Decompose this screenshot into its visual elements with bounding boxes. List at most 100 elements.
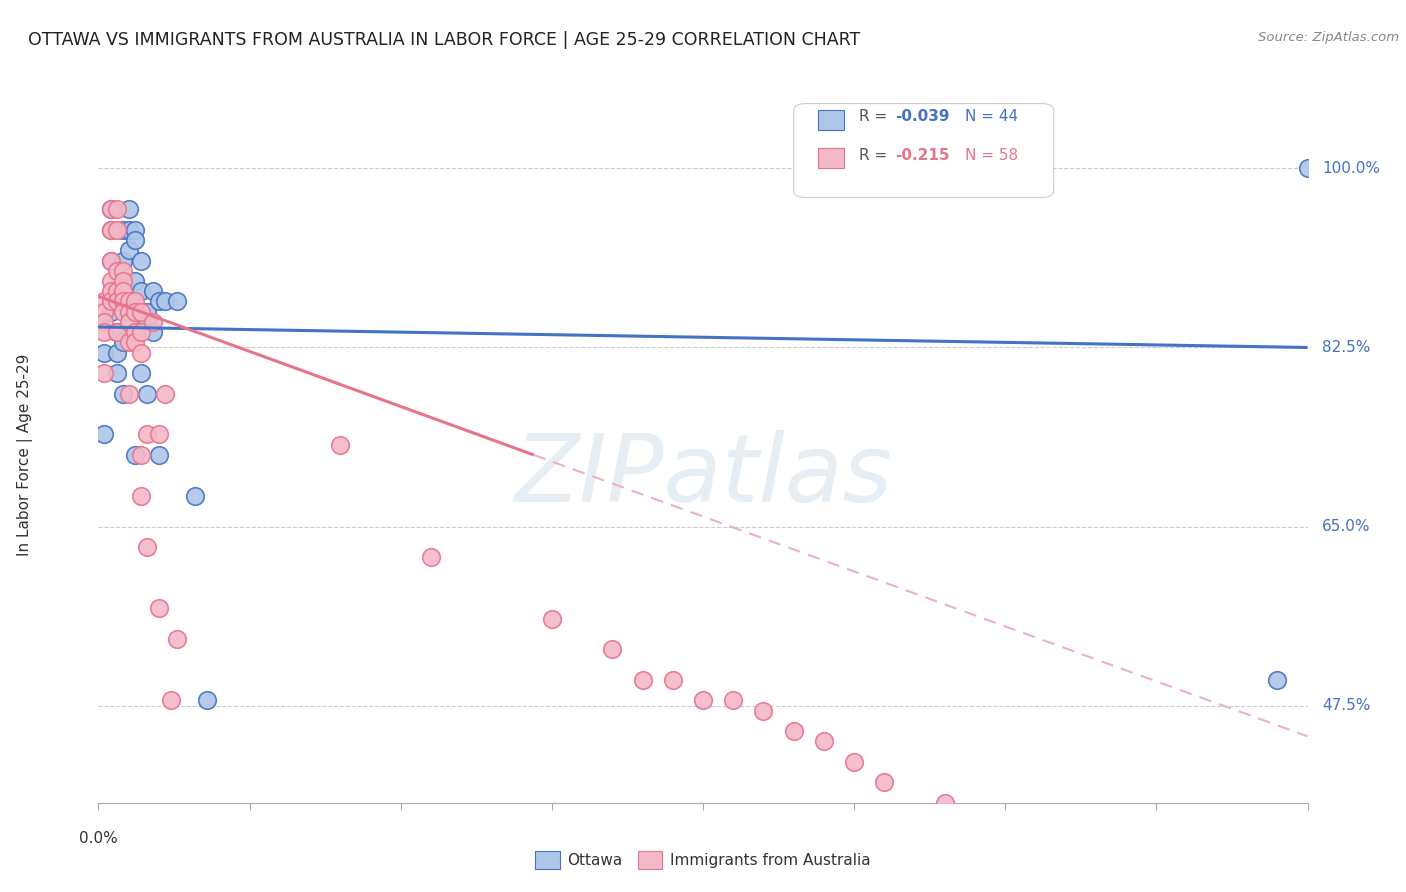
Point — [100, 274, 122, 288]
Point — [111, 304, 134, 318]
Point — [118, 386, 141, 401]
Point — [100, 253, 122, 268]
Point — [124, 304, 146, 318]
Point — [111, 294, 134, 309]
Point — [166, 632, 188, 646]
Point — [100, 202, 122, 217]
Point — [100, 304, 122, 318]
Point — [195, 693, 218, 707]
Point — [105, 264, 128, 278]
Text: 47.5%: 47.5% — [1322, 698, 1371, 713]
Point — [111, 274, 134, 288]
Point — [721, 693, 744, 707]
Point — [124, 294, 146, 309]
Point — [124, 223, 146, 237]
Point — [93, 366, 115, 380]
Point — [124, 233, 146, 247]
Point — [118, 294, 141, 309]
Text: OTTAWA VS IMMIGRANTS FROM AUSTRALIA IN LABOR FORCE | AGE 25-29 CORRELATION CHART: OTTAWA VS IMMIGRANTS FROM AUSTRALIA IN L… — [28, 31, 860, 49]
Point — [129, 284, 152, 298]
Point — [148, 427, 170, 442]
Point — [752, 704, 775, 718]
Bar — [818, 148, 845, 169]
Text: In Labor Force | Age 25-29: In Labor Force | Age 25-29 — [17, 354, 34, 556]
Point — [118, 244, 141, 258]
Point — [813, 734, 835, 748]
Point — [142, 325, 165, 339]
Point — [111, 264, 134, 278]
Point — [148, 294, 170, 309]
Point — [329, 438, 352, 452]
Point — [105, 345, 128, 359]
Point — [111, 284, 134, 298]
Point — [135, 315, 157, 329]
Point — [105, 366, 128, 380]
Point — [129, 304, 152, 318]
Text: ZIPatlas: ZIPatlas — [515, 430, 891, 521]
Bar — [818, 110, 845, 130]
Point — [105, 325, 128, 339]
Point — [166, 294, 188, 309]
Point — [124, 448, 146, 462]
Point — [105, 294, 128, 309]
Text: N = 44: N = 44 — [966, 110, 1018, 124]
Point — [118, 304, 141, 318]
Point — [118, 294, 141, 309]
Point — [100, 294, 122, 309]
Point — [93, 345, 115, 359]
Text: R =: R = — [859, 148, 891, 162]
Point — [184, 489, 207, 503]
Point — [1265, 673, 1288, 687]
Point — [93, 315, 115, 329]
Point — [142, 284, 165, 298]
Point — [100, 202, 122, 217]
Point — [105, 223, 128, 237]
Point — [124, 325, 146, 339]
Point — [129, 345, 152, 359]
Text: R =: R = — [859, 110, 891, 124]
Point — [93, 294, 115, 309]
Text: -0.215: -0.215 — [896, 148, 950, 162]
Text: 100.0%: 100.0% — [1322, 161, 1381, 176]
Point — [100, 253, 122, 268]
Point — [419, 550, 441, 565]
Point — [105, 284, 128, 298]
Point — [118, 304, 141, 318]
Point — [93, 325, 115, 339]
Point — [153, 294, 176, 309]
FancyBboxPatch shape — [793, 103, 1053, 197]
Text: Source: ZipAtlas.com: Source: ZipAtlas.com — [1258, 31, 1399, 45]
Text: N = 58: N = 58 — [966, 148, 1018, 162]
Point — [100, 223, 122, 237]
Text: 65.0%: 65.0% — [1322, 519, 1371, 534]
Point — [1296, 161, 1319, 176]
Point — [111, 335, 134, 350]
Point — [111, 253, 134, 268]
Point — [105, 294, 128, 309]
Point — [129, 448, 152, 462]
Point — [111, 294, 134, 309]
Point — [111, 274, 134, 288]
Point — [135, 540, 157, 554]
Point — [129, 315, 152, 329]
Point — [631, 673, 654, 687]
Point — [93, 427, 115, 442]
Point — [100, 223, 122, 237]
Point — [118, 315, 141, 329]
Point — [142, 315, 165, 329]
Point — [873, 775, 896, 789]
Text: 0.0%: 0.0% — [79, 830, 118, 846]
Point — [844, 755, 866, 769]
Point — [105, 325, 128, 339]
Point — [160, 693, 183, 707]
Point — [148, 601, 170, 615]
Point — [105, 202, 128, 217]
Point — [135, 427, 157, 442]
Point — [934, 796, 956, 810]
Point — [100, 284, 122, 298]
Point — [602, 642, 624, 657]
Point — [135, 304, 157, 318]
Point — [118, 223, 141, 237]
Point — [148, 448, 170, 462]
Text: -0.039: -0.039 — [896, 110, 950, 124]
